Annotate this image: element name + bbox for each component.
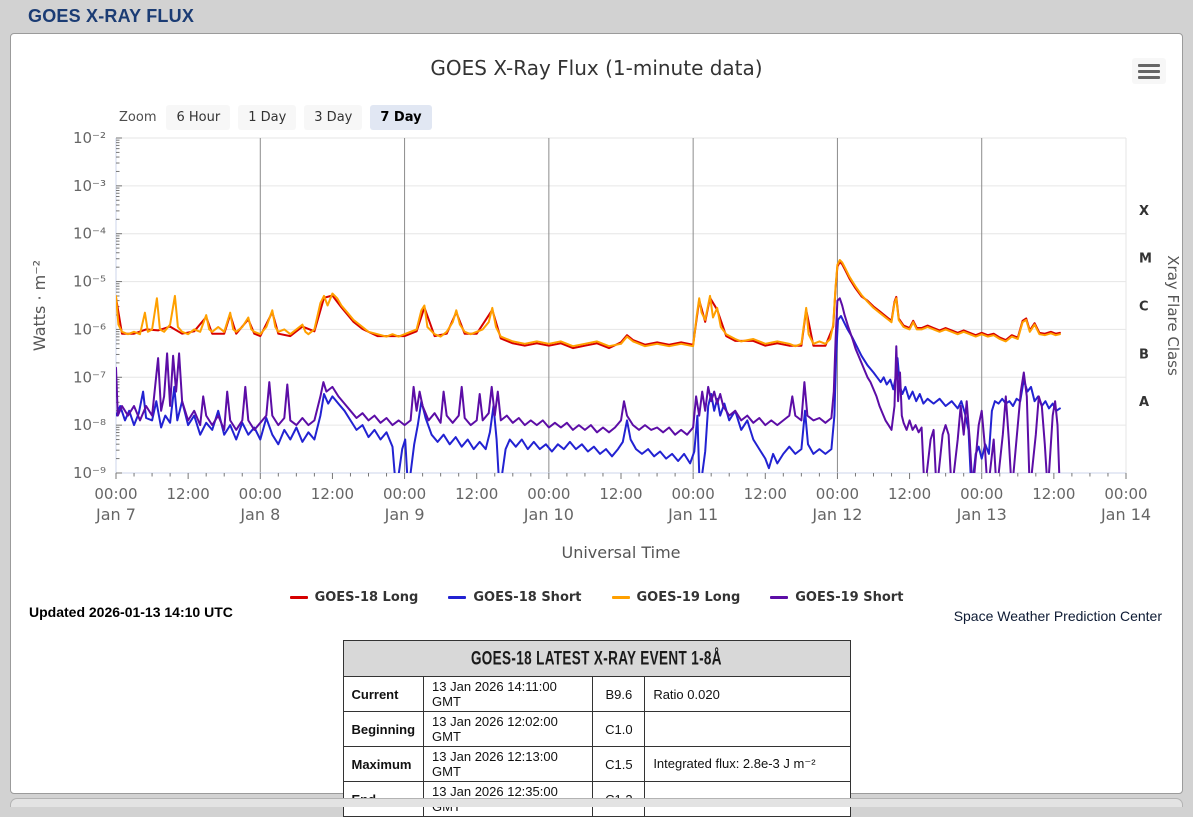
svg-text:Jan 10: Jan 10 xyxy=(523,505,574,524)
svg-text:10⁻⁷: 10⁻⁷ xyxy=(73,368,106,386)
event-note xyxy=(644,711,851,747)
legend-dash-icon xyxy=(448,596,467,599)
svg-text:M: M xyxy=(1139,252,1152,267)
svg-text:00:00: 00:00 xyxy=(816,485,859,503)
zoom-button-3day[interactable]: 3 Day xyxy=(304,105,363,130)
event-row-label: Maximum xyxy=(342,746,425,782)
zoom-label: Zoom xyxy=(119,110,157,125)
swpc-credit: Space Weather Prediction Center xyxy=(953,608,1162,624)
svg-text:12:00: 12:00 xyxy=(744,485,787,503)
hamburger-icon[interactable] xyxy=(1132,58,1166,84)
legend-label: GOES-19 Long xyxy=(636,590,741,605)
svg-text:Jan 12: Jan 12 xyxy=(811,505,862,524)
svg-text:00:00: 00:00 xyxy=(239,485,282,503)
event-row-label: Current xyxy=(342,676,425,712)
event-note: Integrated flux: 2.8e-3 J m⁻² xyxy=(644,746,851,782)
series-goes-19-short xyxy=(116,297,1061,473)
zoom-button-1day[interactable]: 1 Day xyxy=(238,105,297,130)
flare-class-labels: X M C B A xyxy=(1139,204,1152,410)
svg-text:10⁻⁵: 10⁻⁵ xyxy=(73,273,106,291)
table-row: Beginning 13 Jan 2026 12:02:00 GMT C1.0 xyxy=(342,711,851,747)
event-time: 13 Jan 2026 12:02:00 GMT xyxy=(423,711,594,747)
y-axis-title: Watts · m⁻² xyxy=(30,260,49,351)
legend-item-goes18-long[interactable]: GOES-18 Long xyxy=(289,590,419,605)
svg-text:10⁻⁴: 10⁻⁴ xyxy=(73,225,106,243)
legend-dash-icon xyxy=(611,596,630,599)
event-table-title: GOES-18 LATEST X-RAY EVENT 1-8Å xyxy=(342,640,851,677)
event-time: 13 Jan 2026 12:13:00 GMT xyxy=(423,746,594,782)
svg-text:12:00: 12:00 xyxy=(311,485,354,503)
svg-text:12:00: 12:00 xyxy=(455,485,498,503)
event-note: Ratio 0.020 xyxy=(644,676,851,712)
legend-item-goes18-short[interactable]: GOES-18 Short xyxy=(448,590,582,605)
svg-text:00:00: 00:00 xyxy=(94,485,137,503)
event-time: 13 Jan 2026 14:11:00 GMT xyxy=(423,676,594,712)
svg-text:Jan 13: Jan 13 xyxy=(956,505,1007,524)
svg-text:Jan 9: Jan 9 xyxy=(384,505,425,524)
zoom-button-6hour[interactable]: 6 Hour xyxy=(166,105,231,130)
svg-text:10⁻³: 10⁻³ xyxy=(73,177,106,195)
svg-text:00:00: 00:00 xyxy=(383,485,426,503)
chart-legend: GOES-18 Long GOES-18 Short GOES-19 Long … xyxy=(11,590,1182,605)
svg-text:12:00: 12:00 xyxy=(888,485,931,503)
chart-title: GOES X-Ray Flux (1-minute data) xyxy=(430,56,763,80)
event-class: B9.6 xyxy=(592,676,646,712)
svg-text:12:00: 12:00 xyxy=(167,485,210,503)
svg-text:Jan 11: Jan 11 xyxy=(667,505,718,524)
y-axis-ticks xyxy=(116,137,122,474)
series-lines xyxy=(116,259,1061,473)
event-row-label: Beginning xyxy=(342,711,425,747)
updated-timestamp: Updated 2026-01-13 14:10 UTC xyxy=(29,604,233,620)
legend-dash-icon xyxy=(770,596,789,599)
x-axis-title: Universal Time xyxy=(561,543,680,562)
event-class: C1.5 xyxy=(592,746,646,782)
svg-text:X: X xyxy=(1139,204,1149,219)
svg-text:00:00: 00:00 xyxy=(960,485,1003,503)
svg-text:Jan 8: Jan 8 xyxy=(239,505,280,524)
svg-text:00:00: 00:00 xyxy=(1104,485,1147,503)
hamburger-bar xyxy=(1138,75,1160,79)
legend-label: GOES-19 Short xyxy=(795,590,904,605)
table-row: Maximum 13 Jan 2026 12:13:00 GMT C1.5 In… xyxy=(342,746,851,782)
svg-text:00:00: 00:00 xyxy=(672,485,715,503)
hamburger-bar xyxy=(1138,69,1160,73)
svg-text:Jan 7: Jan 7 xyxy=(95,505,136,524)
event-class: C1.0 xyxy=(592,711,646,747)
svg-text:10⁻⁸: 10⁻⁸ xyxy=(73,416,106,434)
svg-text:12:00: 12:00 xyxy=(599,485,642,503)
svg-text:10⁻⁹: 10⁻⁹ xyxy=(73,464,106,482)
legend-item-goes19-long[interactable]: GOES-19 Long xyxy=(611,590,741,605)
xray-flux-chart[interactable]: 10⁻² 10⁻³ 10⁻⁴ 10⁻⁵ 10⁻⁶ 10⁻⁷ 10⁻⁸ 10⁻⁹ 00:00 Jan… xyxy=(11,128,1182,573)
y-axis-labels: 10⁻² 10⁻³ 10⁻⁴ 10⁻⁵ 10⁻⁶ 10⁻⁷ 10⁻⁸ 10⁻⁹ xyxy=(73,129,106,482)
x-axis-labels: 00:00 Jan 7 12:00 00:00 Jan 8 12:00 00:00 Jan 9… xyxy=(94,485,1151,524)
hamburger-bar xyxy=(1138,63,1160,67)
latest-xray-event-table: GOES-18 LATEST X-RAY EVENT 1-8Å Current … xyxy=(342,640,851,817)
table-row: Current 13 Jan 2026 14:11:00 GMT B9.6 Ra… xyxy=(342,676,851,712)
zoom-button-7day[interactable]: 7 Day xyxy=(370,105,432,130)
svg-text:10⁻²: 10⁻² xyxy=(73,129,106,147)
svg-text:10⁻⁶: 10⁻⁶ xyxy=(73,320,106,338)
zoom-range-selector: Zoom 6 Hour 1 Day 3 Day 7 Day xyxy=(119,105,432,130)
series-goes-19-long xyxy=(116,259,1061,348)
page-title: GOES X-RAY FLUX xyxy=(28,6,195,26)
svg-text:Jan 14: Jan 14 xyxy=(1100,505,1151,524)
xray-flux-panel: GOES X-Ray Flux (1-minute data) Zoom 6 H… xyxy=(10,33,1183,817)
x-axis-ticks xyxy=(115,473,1127,479)
series-goes-18-short xyxy=(116,315,1061,473)
flare-axis-title: Xray Flare Class xyxy=(1164,255,1182,376)
legend-label: GOES-18 Short xyxy=(473,590,582,605)
svg-text:12:00: 12:00 xyxy=(1032,485,1075,503)
svg-text:B: B xyxy=(1139,347,1149,362)
svg-text:C: C xyxy=(1139,300,1149,315)
svg-text:00:00: 00:00 xyxy=(527,485,570,503)
svg-text:A: A xyxy=(1139,395,1149,410)
next-panel-top-edge xyxy=(10,798,1183,807)
legend-item-goes19-short[interactable]: GOES-19 Short xyxy=(770,590,903,605)
legend-dash-icon xyxy=(289,596,308,599)
legend-label: GOES-18 Long xyxy=(314,590,419,605)
